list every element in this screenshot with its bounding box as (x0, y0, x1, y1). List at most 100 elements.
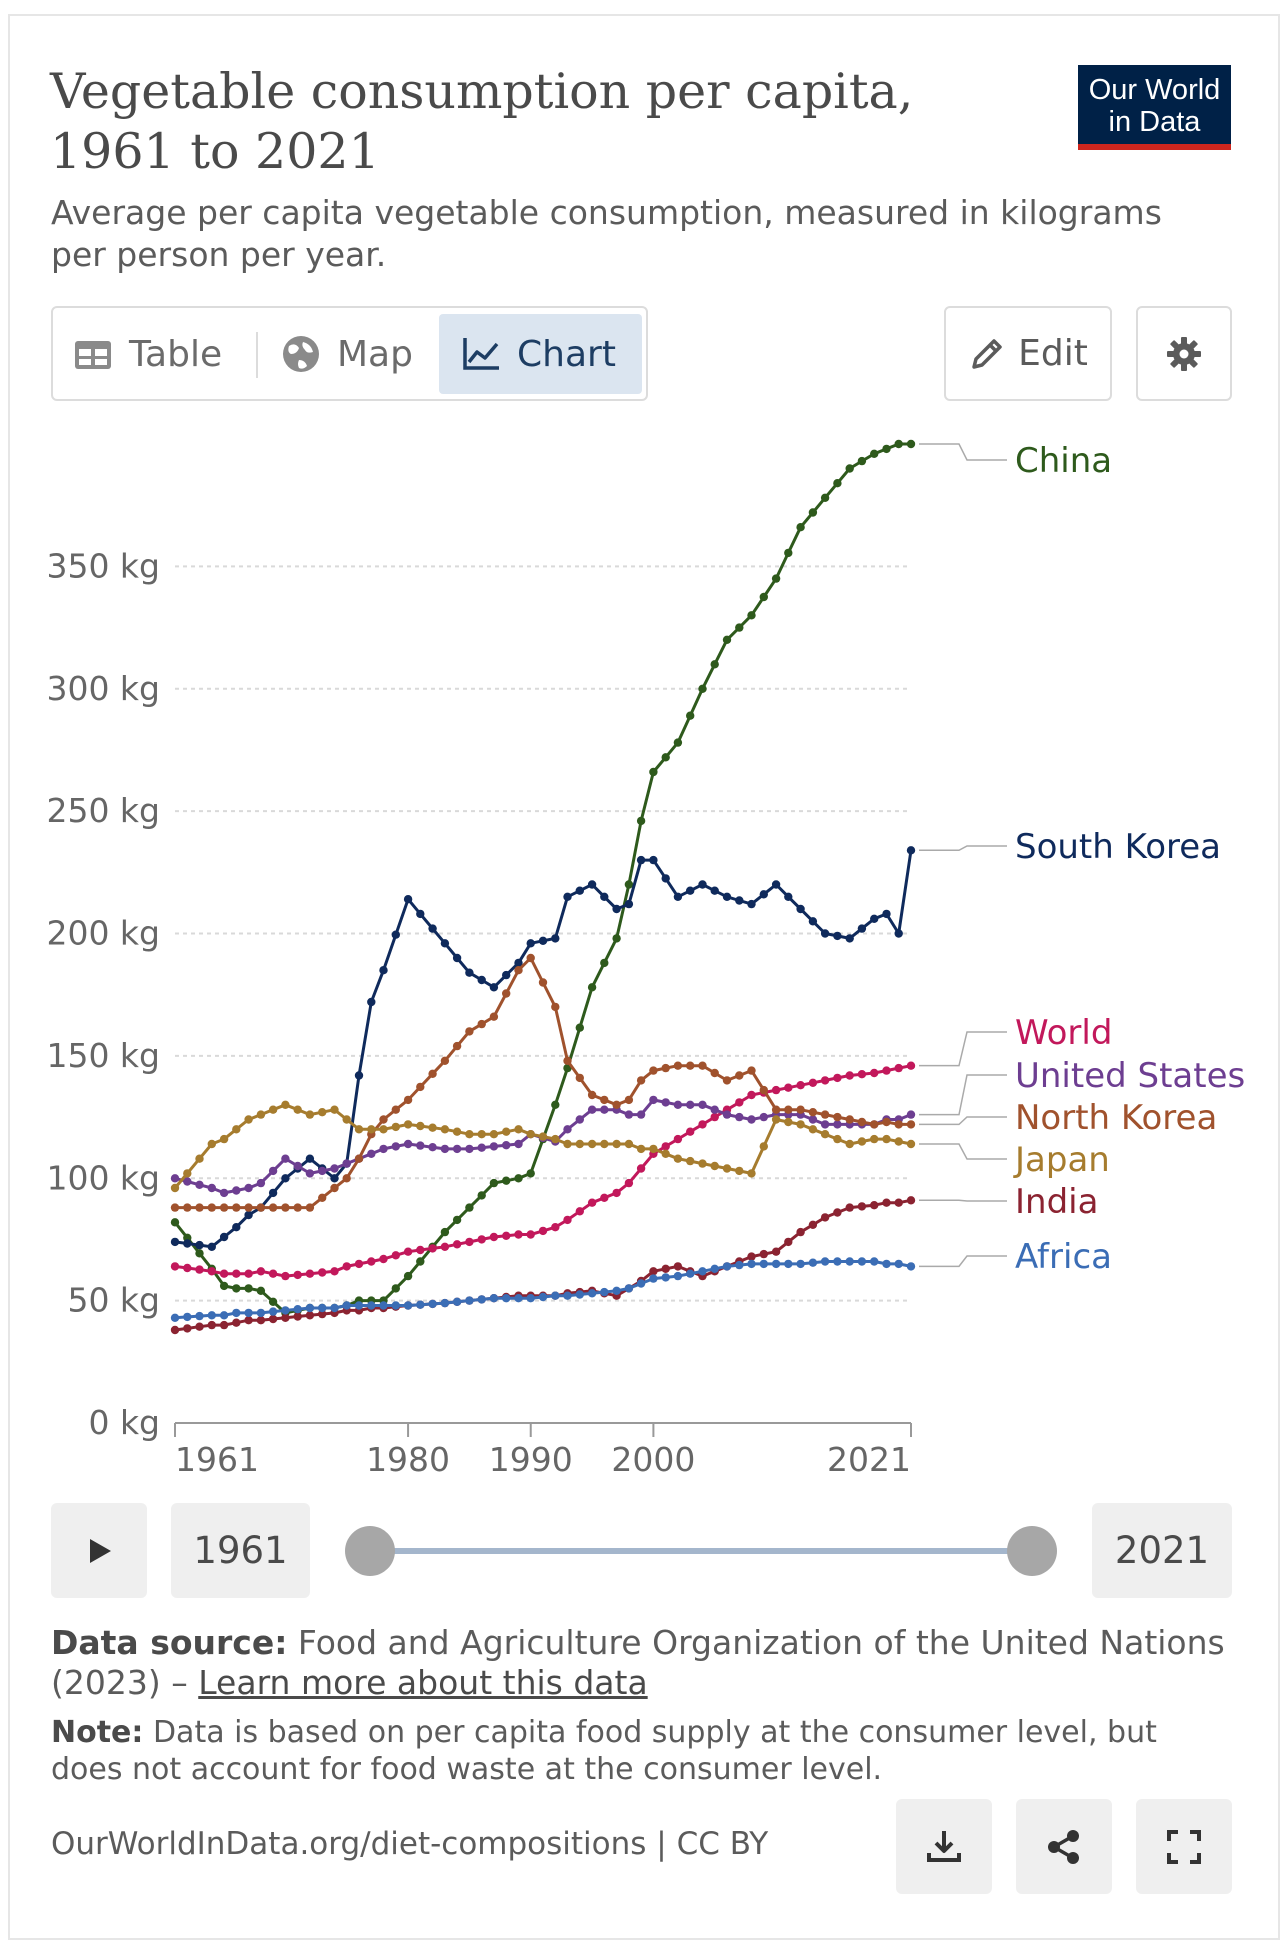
data-point (526, 1294, 535, 1303)
data-point (710, 1105, 719, 1114)
data-point (502, 1176, 511, 1185)
data-point (268, 1105, 278, 1114)
data-point (686, 1127, 695, 1136)
chart-card (8, 14, 1280, 1940)
data-point (673, 1154, 683, 1163)
data-point (502, 970, 511, 980)
data-point (526, 1169, 535, 1178)
data-point (784, 548, 793, 558)
edit-button[interactable]: Edit (944, 306, 1112, 401)
data-point (661, 1149, 670, 1158)
y-tick-label: 200 kg (46, 914, 160, 953)
timeline-track[interactable] (370, 1548, 1032, 1554)
data-point (587, 1105, 597, 1114)
data-point (845, 1115, 854, 1124)
data-point (379, 966, 388, 975)
fullscreen-button[interactable] (1136, 1799, 1232, 1894)
data-point (256, 1316, 266, 1325)
data-point (416, 1245, 425, 1255)
data-point (833, 1120, 842, 1129)
data-point (575, 1073, 584, 1083)
data-point (391, 1284, 400, 1293)
pencil-icon (972, 338, 1002, 369)
data-point (244, 1284, 253, 1293)
data-point (207, 1203, 216, 1212)
gear-icon (1167, 336, 1201, 371)
data-point (600, 892, 609, 901)
data-point (575, 886, 584, 895)
data-point (747, 1252, 756, 1261)
data-point (820, 1257, 830, 1266)
data-point (489, 1142, 499, 1151)
timeline-end-handle[interactable] (1007, 1526, 1057, 1576)
play-button[interactable] (51, 1503, 147, 1598)
data-point (894, 1198, 903, 1207)
data-point (882, 1066, 891, 1075)
data-point (808, 1078, 818, 1087)
share-button[interactable] (1016, 1799, 1112, 1894)
data-point (232, 1318, 241, 1327)
data-point (379, 1144, 388, 1154)
data-point (673, 1271, 683, 1281)
data-point (244, 1308, 253, 1318)
timeline-start-year[interactable]: 1961 (171, 1503, 310, 1598)
data-point (845, 1203, 854, 1212)
logo-line2: in Data (1108, 106, 1201, 138)
data-point (600, 1105, 609, 1114)
data-point (857, 1202, 867, 1211)
data-point (735, 1098, 744, 1107)
data-point (391, 1105, 400, 1114)
data-point (416, 1300, 425, 1309)
data-point (870, 1068, 879, 1078)
data-point (305, 1303, 315, 1313)
logo-accent-bar (1078, 144, 1231, 150)
data-point (722, 892, 732, 901)
source-url[interactable]: OurWorldInData.org/diet-compositions | C… (51, 1826, 769, 1862)
data-point (440, 1056, 450, 1065)
tab-map[interactable]: Map (279, 314, 439, 394)
note-text: Data is based on per capita food supply … (51, 1715, 1157, 1787)
data-point (686, 886, 695, 895)
data-point (183, 1263, 192, 1273)
data-point (367, 1125, 376, 1134)
chart-subtitle: Average per capita vegetable consumption… (51, 193, 1162, 274)
learn-more-link[interactable]: Learn more about this data (198, 1663, 648, 1702)
tab-chart[interactable]: Chart (439, 314, 642, 394)
data-point (391, 930, 400, 939)
data-point (170, 1218, 180, 1227)
data-point (367, 997, 376, 1007)
data-point (587, 1198, 597, 1207)
data-point (195, 1311, 204, 1321)
data-point (514, 958, 523, 968)
settings-button[interactable] (1136, 306, 1232, 401)
data-point (219, 1188, 229, 1198)
timeline-start-handle[interactable] (345, 1526, 395, 1576)
label-connector (919, 443, 1007, 461)
download-button[interactable] (896, 1799, 992, 1894)
data-point (318, 1166, 327, 1176)
tab-table[interactable]: Table (71, 314, 241, 394)
data-point (440, 1125, 450, 1134)
data-point (857, 1070, 867, 1079)
data-point (673, 1061, 683, 1070)
data-point (796, 523, 805, 532)
data-point (759, 1142, 768, 1151)
data-point (489, 1178, 499, 1188)
data-point (673, 1262, 683, 1271)
data-point (587, 1139, 597, 1149)
data-point (256, 1267, 266, 1276)
owid-logo[interactable]: Our World in Data (1078, 65, 1231, 150)
data-point (686, 711, 695, 720)
data-point (759, 592, 768, 602)
data-point (747, 611, 756, 620)
axes: 0 kg 50 kg 100 kg 150 kg 200 kg 250 kg 300 kg 3… (46, 546, 912, 1479)
data-point (354, 1259, 364, 1269)
data-point (232, 1125, 241, 1134)
data-point (870, 1120, 879, 1129)
timeline-end-year[interactable]: 2021 (1092, 1503, 1232, 1598)
data-point (489, 1130, 499, 1139)
data-point (796, 1081, 805, 1090)
data-point (379, 1254, 388, 1264)
fullscreen-icon (1167, 1829, 1201, 1864)
data-point (416, 909, 425, 919)
